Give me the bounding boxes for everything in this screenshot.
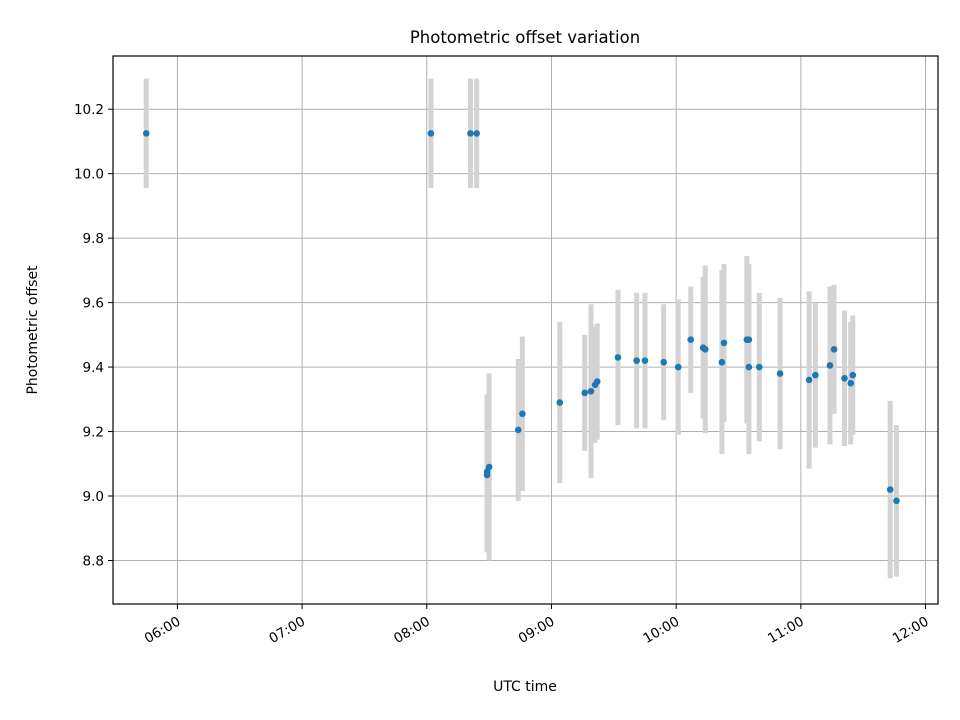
data-point-17 <box>660 358 667 366</box>
data-point-1 <box>427 130 435 137</box>
data-point-16 <box>641 357 649 364</box>
data-point-19 <box>687 336 695 343</box>
plot-frame <box>112 55 939 605</box>
data-point-13 <box>593 378 601 385</box>
data-point-23 <box>720 339 728 347</box>
grid <box>113 56 938 604</box>
y-tick-label-6: 10.0 <box>74 167 104 183</box>
data-point-6 <box>485 463 493 471</box>
data-point-35 <box>849 371 857 379</box>
data-point-22 <box>718 358 726 366</box>
data-point-30 <box>812 371 819 379</box>
data-points <box>142 130 900 505</box>
x-axis-label: UTC time <box>493 679 557 695</box>
y-tick-label-3: 9.4 <box>83 360 104 376</box>
y-tick-label-5: 9.8 <box>83 231 104 247</box>
data-point-34 <box>847 379 855 387</box>
data-point-21 <box>701 346 709 353</box>
data-point-25 <box>745 336 753 343</box>
data-point-8 <box>519 410 526 418</box>
data-point-33 <box>841 375 848 382</box>
data-point-32 <box>830 346 838 353</box>
data-point-31 <box>826 362 834 369</box>
data-point-10 <box>581 389 589 397</box>
y-axis: 8.8 9.0 9.2 9.4 9.6 9.8 10.0 10.2 <box>74 102 113 569</box>
data-point-29 <box>805 376 813 384</box>
data-point-27 <box>755 363 763 371</box>
chart-title: Photometric offset variation <box>410 28 640 47</box>
data-point-36 <box>886 486 894 493</box>
y-tick-label-2: 9.2 <box>83 425 104 441</box>
y-tick-label-0: 8.8 <box>83 553 104 569</box>
data-point-14 <box>614 354 622 361</box>
y-tick-label-1: 9.0 <box>83 489 104 505</box>
data-point-18 <box>674 363 682 371</box>
data-point-0 <box>142 130 150 137</box>
y-axis-label: Photometric offset <box>25 265 41 395</box>
data-point-11 <box>587 387 595 395</box>
y-tick-label-7: 10.2 <box>74 102 104 118</box>
data-point-15 <box>633 357 640 364</box>
data-point-37 <box>893 497 900 505</box>
data-point-28 <box>776 370 784 377</box>
data-point-9 <box>556 399 564 406</box>
data-point-3 <box>473 130 480 137</box>
data-point-26 <box>745 363 753 371</box>
data-point-7 <box>514 426 522 434</box>
data-point-2 <box>467 130 474 137</box>
y-tick-label-4: 9.6 <box>83 296 104 312</box>
